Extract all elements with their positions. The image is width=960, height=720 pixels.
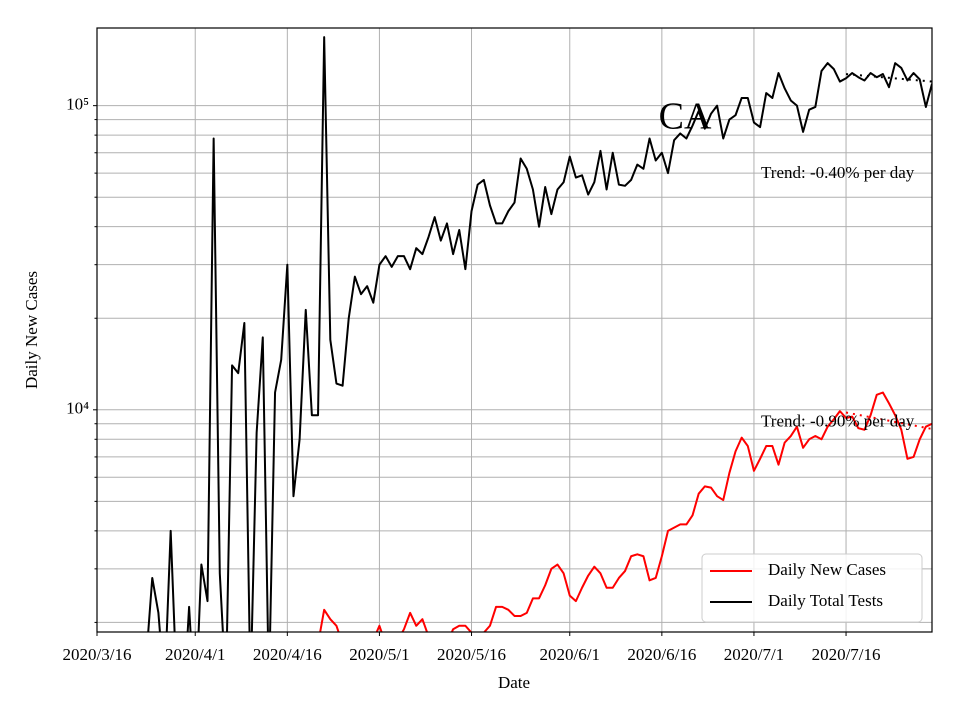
data-line [147,36,932,632]
y-tick-label: 10⁵ [66,95,89,114]
x-tick-label: 2020/4/16 [253,645,322,664]
x-tick-label: 2020/7/1 [724,645,784,664]
x-tick-label: 2020/5/16 [437,645,506,664]
legend-label: Daily Total Tests [768,591,883,610]
legend-box [701,553,923,623]
legend: Daily New Cases Daily Total Tests [701,553,923,623]
x-tick-label: 2020/6/1 [540,645,600,664]
x-tick-label: 2020/3/16 [63,645,132,664]
chart-title: CA [659,96,712,138]
trend-line [845,411,932,430]
data-line [319,391,932,632]
plot-area [147,36,932,632]
x-tick-label: 2020/5/1 [349,645,409,664]
x-tick-label: 2020/7/16 [812,645,881,664]
legend-label: Daily New Cases [768,560,886,579]
y-tick-label: 10⁴ [66,399,89,418]
x-axis-label: Date [498,673,530,692]
grid [96,28,932,632]
x-tick-label: 2020/4/1 [165,645,225,664]
axes-frame [96,27,933,633]
y-axis-label: Daily New Cases [22,271,41,389]
trend-line [845,73,932,83]
x-tick-label: 2020/6/16 [627,645,696,664]
trend-label: Trend: -0.40% per day [761,163,915,182]
trend-label: Trend: -0.90% per day [761,411,915,430]
